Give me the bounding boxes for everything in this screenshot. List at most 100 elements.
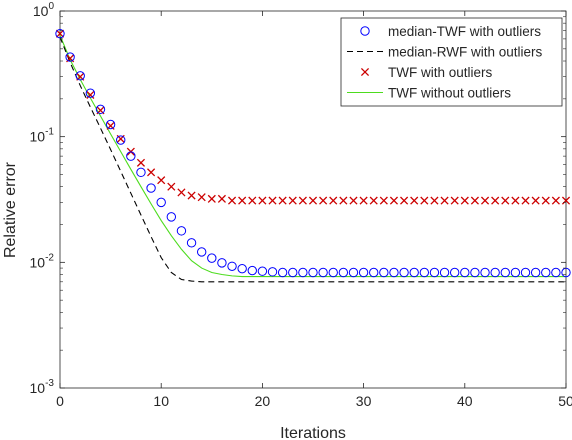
data-point-twf-with-outliers [136,158,146,167]
data-point-median-twf-with-outliers [257,266,268,276]
cross-stroke [55,29,65,38]
data-point-twf-with-outliers [177,188,186,197]
data-point-twf-with-outliers [268,196,277,205]
cross-stroke [238,196,247,205]
cross-stroke [217,194,226,203]
cross-stroke [268,196,277,205]
data-point-twf-with-outliers [531,196,540,205]
data-point-twf-with-outliers [288,196,297,205]
cross-stroke [541,196,550,205]
cross-stroke [177,188,186,197]
data-point-median-twf-with-outliers [389,267,399,278]
data-point-twf-with-outliers [369,196,378,205]
data-point-twf-with-outliers [501,196,510,205]
data-point-twf-with-outliers [278,196,287,205]
data-point-median-twf-with-outliers [520,267,531,278]
y-tick-label: 100 [33,1,55,19]
data-point-median-twf-with-outliers [439,267,450,278]
cross-stroke [511,196,520,205]
data-point-twf-with-outliers [157,176,166,185]
data-point-twf-with-outliers [410,196,419,205]
data-point-twf-with-outliers [460,196,469,205]
cross-stroke [248,196,257,205]
plot-frame [59,10,567,389]
data-point-twf-with-outliers [561,196,571,205]
cross-stroke [369,196,378,205]
cross-stroke [400,196,409,205]
data-point-median-twf-with-outliers [348,267,359,278]
data-point-median-twf-with-outliers [409,267,419,278]
data-point-median-twf-with-outliers [530,267,541,278]
data-point-median-twf-with-outliers [247,265,257,276]
cross-stroke [470,196,479,205]
legend-label: median-TWF with outliers [388,24,541,39]
data-point-median-twf-with-outliers [460,267,470,278]
cross-stroke [278,196,287,205]
data-point-median-twf-with-outliers [105,119,116,130]
y-tick-label: 10-2 [30,252,55,270]
cross-stroke [480,196,490,205]
cross-stroke [521,196,530,205]
x-tick-label: 50 [558,393,572,409]
data-point-median-twf-with-outliers [541,267,551,278]
data-point-median-twf-with-outliers [369,267,379,278]
data-point-median-twf-with-outliers [65,52,75,62]
data-point-median-twf-with-outliers [237,263,247,274]
data-point-median-twf-with-outliers [419,267,430,278]
data-point-twf-with-outliers [379,196,388,205]
data-point-twf-with-outliers [319,196,328,205]
legend-swatch [360,67,370,77]
cross-stroke [339,196,348,205]
data-point-twf-with-outliers [470,196,479,205]
data-point-twf-with-outliers [248,196,257,205]
data-point-twf-with-outliers [420,196,429,205]
data-point-twf-with-outliers [450,196,459,205]
series-layer [55,28,571,283]
cross-stroke [167,182,176,191]
y-tick-label: 10-3 [30,378,55,396]
data-point-twf-with-outliers [480,196,490,205]
cross-stroke [460,196,469,205]
data-point-twf-with-outliers [511,196,520,205]
data-point-median-twf-with-outliers [358,267,369,278]
data-point-median-twf-with-outliers [338,267,349,278]
series-line-median-rwf-with-outliers [59,36,566,283]
x-tick-label: 40 [457,393,473,409]
x-tick-label: 0 [56,393,64,409]
data-point-twf-with-outliers [389,196,399,205]
data-point-median-twf-with-outliers [75,71,85,81]
cross-stroke [420,196,429,205]
cross-stroke [157,176,166,185]
x-tick-label: 20 [255,393,271,409]
x-axis-label: Iterations [280,425,346,440]
cross-stroke [359,196,368,205]
data-point-twf-with-outliers [491,196,500,205]
cross-stroke [197,193,206,202]
data-point-median-twf-with-outliers [217,258,227,268]
data-point-twf-with-outliers [298,196,307,205]
cross-stroke [501,196,510,205]
data-point-median-twf-with-outliers [490,267,500,278]
data-point-twf-with-outliers [238,196,247,205]
data-point-twf-with-outliers [258,196,267,205]
ticks-layer: 0 10 20 30 40 50 100 10-1 10-2 10-3 [30,1,572,409]
data-point-median-twf-with-outliers [551,267,561,278]
data-point-twf-with-outliers [197,193,206,202]
data-point-twf-with-outliers [430,196,439,205]
cross-stroke [86,90,95,99]
cross-stroke [379,196,388,205]
legend-label: TWF without outliers [388,86,511,101]
data-point-median-twf-with-outliers [379,267,389,278]
data-point-twf-with-outliers [339,196,348,205]
legend-label: median-RWF with outliers [388,45,543,60]
data-point-twf-with-outliers [400,196,409,205]
y-axis-label: Relative error [2,161,19,258]
data-point-median-twf-with-outliers [429,267,440,278]
y-tick-label: 10-1 [30,127,55,145]
data-point-twf-with-outliers [147,168,156,177]
data-point-median-twf-with-outliers [176,226,187,236]
data-point-median-twf-with-outliers [136,167,146,178]
data-point-median-twf-with-outliers [500,267,510,278]
legend-swatch [360,26,370,36]
